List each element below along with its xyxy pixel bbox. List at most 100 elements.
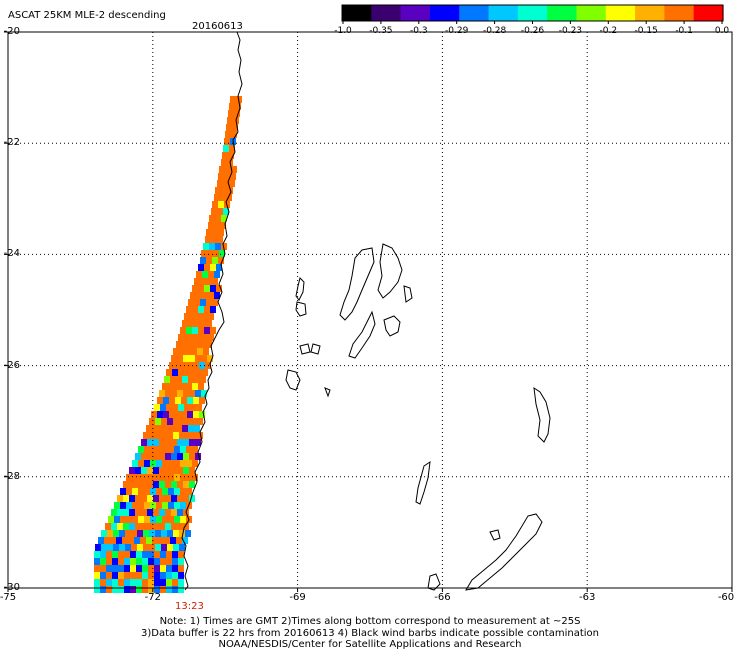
lake-10 [285,369,301,391]
data-cell [189,453,195,460]
data-cell [195,439,201,446]
map-date: 20160613 [192,21,243,32]
data-cell [149,530,155,537]
data-cell [130,586,136,593]
colorbar-label: -0.1 [675,26,693,36]
data-cell [144,488,150,495]
data-cell [119,544,125,551]
data-cell [173,432,179,439]
data-cell [94,565,100,572]
data-cell [173,348,179,355]
data-cell [162,446,168,453]
data-cell [136,572,142,579]
data-cell [143,530,149,537]
data-cell [136,565,142,572]
data-cell [157,397,163,404]
data-cell [179,530,185,537]
data-cell [113,530,119,537]
data-cell [191,432,197,439]
coastline [181,31,551,591]
colorbar-segment [576,5,607,21]
data-cell [132,474,138,481]
data-cell [131,530,137,537]
data-cell [218,173,224,180]
data-cell [112,586,118,593]
data-cell [176,376,182,383]
data-cell [175,397,181,404]
colorbar [341,4,724,24]
data-cell [208,313,214,320]
data-cell [160,579,166,586]
colorbar-segment [400,5,431,21]
data-cell [192,460,198,467]
data-cell [174,502,180,509]
data-cell [217,236,223,243]
data-cell [172,572,178,579]
data-cell [156,460,162,467]
data-cell [147,509,153,516]
data-cell [147,523,153,530]
data-cell [224,138,230,145]
data-cell [231,166,237,173]
data-cell [112,558,118,565]
data-cell [189,481,195,488]
data-cell [212,278,218,285]
data-cell [161,530,167,537]
data-cell [229,145,235,152]
data-cell [156,446,162,453]
data-cell [159,390,165,397]
lat-tick-label: -30 [3,582,20,593]
lake-9 [310,343,321,355]
data-cell [135,467,141,474]
lake-7 [383,315,401,337]
data-cell [147,495,153,502]
colorbar-label: -0.2 [599,26,618,36]
data-cell [200,257,206,264]
data-cell [190,292,196,299]
data-cell [215,215,221,222]
data-cell [147,481,153,488]
data-cell [159,495,165,502]
data-cell [175,362,181,369]
data-cell [177,495,183,502]
data-cell [193,397,199,404]
data-cell [142,565,148,572]
data-cell [202,271,208,278]
data-cell [219,250,225,257]
data-cell [146,537,152,544]
data-cell [196,404,202,411]
data-cell [194,299,200,306]
data-cell [159,453,165,460]
data-cell [176,341,182,348]
data-cell [225,166,231,173]
data-cell [221,159,227,166]
data-cell [184,404,190,411]
data-cell [149,432,155,439]
data-cell [216,264,222,271]
data-cell [143,544,149,551]
data-cell [194,425,200,432]
data-cell [153,467,159,474]
data-cell [206,320,212,327]
data-cell [183,453,189,460]
data-cell [122,537,128,544]
data-cell [138,446,144,453]
lake-14 [465,513,543,591]
data-cell [161,544,167,551]
data-cell [153,523,159,530]
data-cell [144,474,150,481]
data-cell [214,271,220,278]
data-cell [162,474,168,481]
data-cell [155,432,161,439]
data-cell [226,124,232,131]
data-cell [126,516,132,523]
data-cell [150,460,156,467]
data-cell [171,509,177,516]
data-cell [154,579,160,586]
data-cell [162,460,168,467]
data-cell [167,432,173,439]
data-cell [167,544,173,551]
colorbar-segment [635,5,665,21]
data-cell [106,572,112,579]
data-cell [225,131,231,138]
